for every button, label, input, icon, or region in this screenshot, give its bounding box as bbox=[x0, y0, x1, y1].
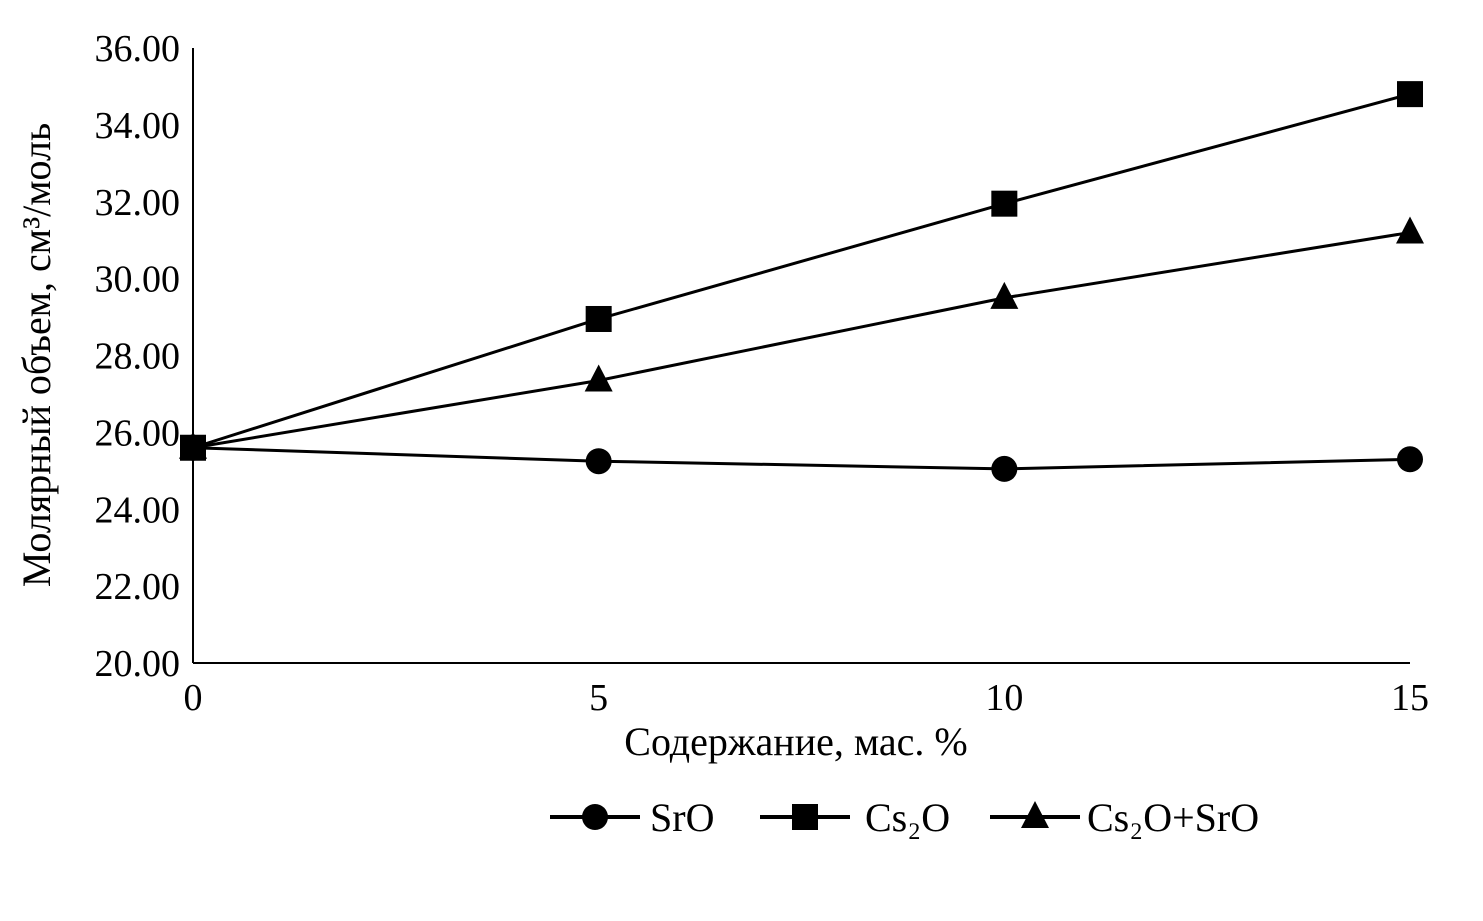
y-tick-label: 36.00 bbox=[95, 28, 181, 70]
x-tick-labels: 0 5 10 15 bbox=[184, 677, 1430, 719]
series-line-cs-o bbox=[192, 92, 1411, 450]
data-point-cs-o bbox=[991, 190, 1018, 217]
x-axis-title: Содержание, мас. % bbox=[624, 719, 967, 764]
series-line-sro bbox=[192, 446, 1411, 471]
data-point-sro bbox=[1397, 446, 1423, 473]
y-tick-label: 22.00 bbox=[95, 566, 181, 608]
y-tick-label: 20.00 bbox=[95, 643, 181, 685]
x-tick-label: 0 bbox=[184, 677, 203, 719]
legend-label: SrO bbox=[650, 795, 714, 840]
data-point-sro bbox=[585, 448, 612, 475]
legend-item-cs-o: Cs₂O bbox=[760, 795, 950, 840]
y-tick-label: 34.00 bbox=[95, 105, 181, 147]
y-tick-label: 24.00 bbox=[95, 489, 181, 531]
y-tick-label: 32.00 bbox=[95, 182, 181, 224]
x-tick-label: 5 bbox=[589, 677, 608, 719]
y-axis-title: Молярный объем, см³/моль bbox=[14, 123, 59, 587]
legend-item-sro: SrO bbox=[550, 795, 714, 840]
y-tick-label: 30.00 bbox=[95, 259, 181, 301]
y-tick-labels: 20.00 22.00 24.00 26.00 28.00 30.00 32.00 34.00… bbox=[95, 28, 181, 685]
data-point-cs-o-sro bbox=[179, 431, 207, 459]
data-point-cs-o-sro bbox=[1396, 216, 1424, 244]
x-tick-label: 10 bbox=[985, 677, 1023, 719]
data-point-cs-o bbox=[585, 305, 612, 332]
y-tick-label: 28.00 bbox=[95, 336, 181, 378]
data-point-cs-o-sro bbox=[990, 281, 1019, 309]
legend-marker bbox=[582, 804, 608, 830]
legend-label: Cs₂O+SrO bbox=[1087, 795, 1259, 840]
legend: SrO Cs₂O Cs₂O+SrO bbox=[550, 795, 1259, 840]
legend-marker bbox=[792, 804, 818, 830]
series-markers bbox=[179, 81, 1424, 482]
y-tick-label: 26.00 bbox=[95, 412, 181, 454]
data-point-cs-o bbox=[1397, 81, 1423, 108]
series-line-cs-o-sro bbox=[192, 231, 1411, 450]
x-tick-label: 15 bbox=[1391, 677, 1429, 719]
data-point-cs-o-sro bbox=[584, 364, 613, 392]
series-lines bbox=[192, 92, 1411, 471]
legend-marker bbox=[1021, 801, 1049, 828]
data-point-sro bbox=[991, 455, 1018, 482]
legend-label: Cs₂O bbox=[865, 795, 950, 840]
axes bbox=[192, 48, 1410, 664]
legend-item-cs-o-sro: Cs₂O+SrO bbox=[990, 795, 1259, 840]
